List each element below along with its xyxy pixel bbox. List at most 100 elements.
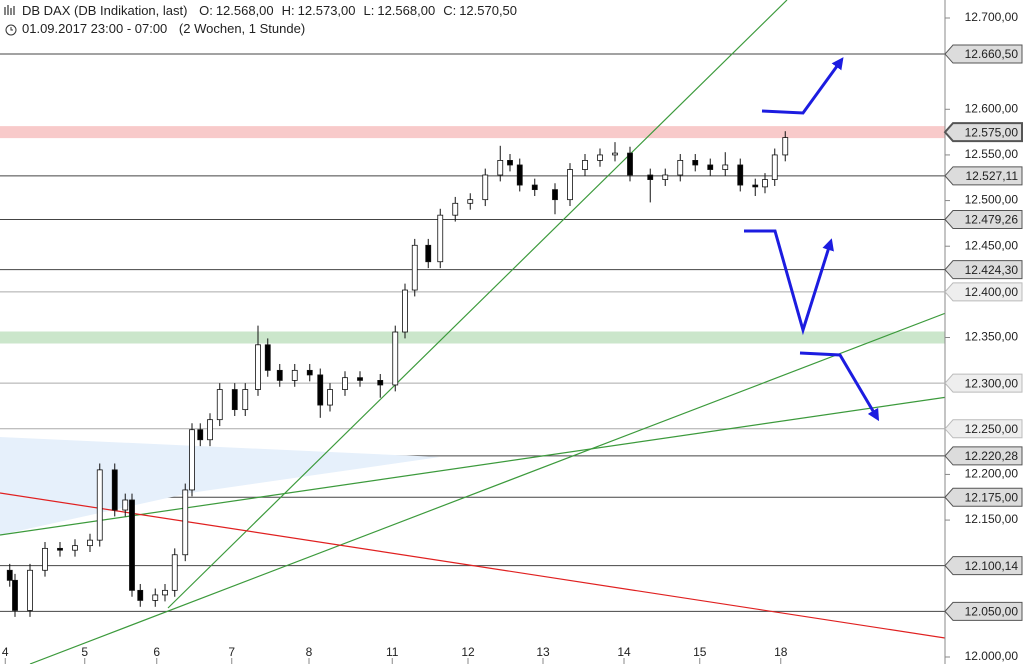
candle-body: [122, 499, 129, 511]
level-box: [944, 166, 1023, 186]
candle-body: [647, 174, 654, 180]
candle-body: [707, 164, 714, 170]
candle-body: [722, 164, 729, 170]
candle-body: [231, 389, 238, 411]
quote-value: 12.568,00: [377, 3, 435, 18]
level-box: [944, 373, 1023, 393]
quote-label: H:: [282, 3, 295, 18]
candle-body: [96, 469, 103, 541]
shaded-area: [0, 437, 440, 535]
x-tick-label: 7: [228, 645, 235, 659]
candle-body: [531, 184, 538, 191]
clock-hand: [10, 27, 13, 31]
level-box: [944, 210, 1023, 230]
level-box: [944, 260, 1023, 280]
candle-body: [402, 289, 408, 333]
candle-body: [129, 499, 135, 591]
level-band: [0, 126, 945, 139]
candle-body: [392, 331, 399, 386]
x-tick-label: 6: [153, 645, 160, 659]
candle-body: [737, 164, 744, 186]
candle-body: [152, 594, 159, 601]
candle-body: [197, 429, 204, 441]
y-tick-label: 12.200,00: [965, 467, 1019, 481]
candle-body: [692, 160, 699, 166]
candle-body: [12, 579, 18, 611]
period: (2 Wochen, 1 Stunde): [179, 21, 305, 36]
candle-body: [627, 152, 633, 176]
level-band: [0, 331, 945, 344]
level-label: 12.175,00: [965, 490, 1019, 504]
level-label: 12.100,14: [965, 559, 1019, 573]
candles: [6, 131, 789, 617]
candle-body: [552, 189, 558, 201]
candle-body: [497, 160, 504, 176]
header-line: DB DAX (DB Indikation, last) O: 12.568,00…: [22, 3, 517, 18]
y-tick-label: 12.550,00: [965, 147, 1019, 161]
candle-body: [507, 160, 513, 166]
y-tick-label: 12.700,00: [965, 10, 1019, 24]
candle-body: [255, 344, 261, 390]
x-tick-label: 18: [774, 645, 788, 659]
x-tick-label: 14: [617, 645, 631, 659]
x-tick-label: 15: [693, 645, 707, 659]
candle-body: [207, 419, 213, 441]
bands: [0, 53, 945, 612]
y-tick-label: 12.500,00: [965, 193, 1019, 207]
level-box: [944, 419, 1023, 439]
quote-label: O:: [199, 3, 213, 18]
clock-icon: [5, 24, 17, 36]
x-tick-label: 8: [306, 645, 313, 659]
level-label: 12.300,00: [965, 376, 1019, 390]
arrow: [744, 229, 834, 336]
chart-title: DB DAX (DB Indikation, last): [22, 3, 187, 18]
candle-body: [216, 389, 223, 421]
candle-body: [264, 344, 271, 371]
candle-body: [752, 184, 759, 188]
candle-body: [327, 389, 333, 406]
level-box: [944, 487, 1023, 507]
arrow: [799, 351, 880, 422]
quote-value: 12.573,00: [298, 3, 356, 18]
quote-label: C:: [443, 3, 456, 18]
level-box: [944, 601, 1023, 621]
level-label: 12.575,00: [965, 125, 1019, 139]
level-label: 12.050,00: [965, 605, 1019, 619]
chart-icon: [4, 5, 15, 15]
candle-body: [111, 469, 118, 511]
trend-line: [0, 392, 976, 536]
y-tick-label: 12.600,00: [965, 101, 1019, 115]
quote-value: 12.568,00: [216, 3, 274, 18]
x-tick-label: 12: [461, 645, 475, 659]
candle-body: [182, 489, 189, 556]
header-line: 01.09.2017 23:00 - 07:00 (2 Wochen, 1 St…: [22, 21, 305, 36]
level-label: 12.479,26: [965, 213, 1019, 227]
level-label: 12.400,00: [965, 285, 1019, 299]
level-label: 12.220,28: [965, 449, 1019, 463]
candle-body: [662, 174, 669, 180]
level-label: 12.250,00: [965, 422, 1019, 436]
level-label: 12.527,11: [966, 169, 1019, 183]
axis-background: [945, 0, 1024, 664]
candle-body: [42, 547, 48, 571]
candle-body: [677, 160, 684, 176]
candle-body: [6, 569, 13, 581]
x-tick-label: 13: [536, 645, 550, 659]
candle-body: [597, 154, 603, 161]
candle-body: [467, 199, 474, 204]
candle-body: [762, 179, 768, 188]
candle-body: [242, 389, 249, 411]
level-box: [944, 282, 1023, 302]
trend-line: [29, 297, 986, 664]
x-tick-label: 11: [386, 645, 399, 659]
candle-body: [137, 589, 144, 601]
candle-body: [612, 152, 618, 156]
candle-body: [452, 202, 459, 216]
candle-body: [437, 214, 444, 263]
candle-body: [516, 164, 523, 186]
candle-body: [276, 369, 283, 381]
candle-body: [357, 377, 363, 381]
level-box: [944, 44, 1023, 64]
level-label: 12.660,50: [965, 47, 1019, 61]
